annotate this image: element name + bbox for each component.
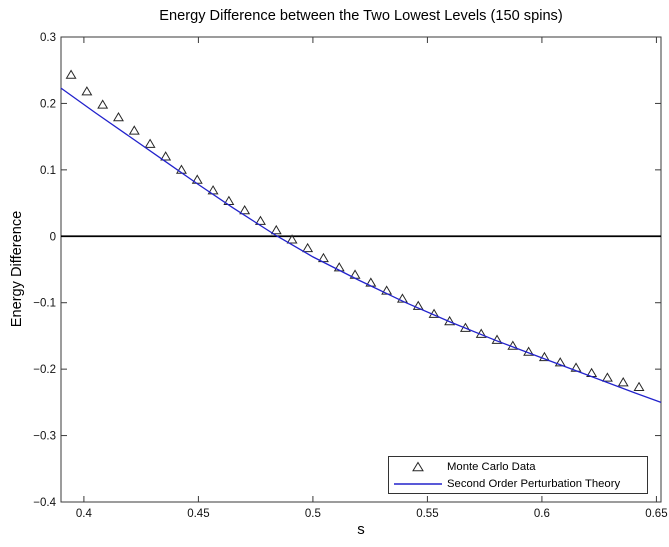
x-tick-label: 0.45 <box>187 508 209 520</box>
legend-label: Monte Carlo Data <box>447 460 536 473</box>
x-axis-label: s <box>357 521 365 538</box>
legend-label: Second Order Perturbation Theory <box>447 477 621 490</box>
y-tick-label: −0.4 <box>33 497 56 509</box>
monte-carlo-marker <box>554 357 566 367</box>
monte-carlo-marker <box>601 372 613 382</box>
monte-carlo-marker <box>113 111 124 122</box>
perturbation-theory-line <box>60 87 662 403</box>
y-tick-label: 0.3 <box>40 32 56 44</box>
blue-line-icon <box>389 482 447 486</box>
y-tick-label: −0.2 <box>33 364 56 376</box>
monte-carlo-marker <box>633 381 645 391</box>
monte-carlo-marker <box>160 151 172 161</box>
monte-carlo-marker <box>396 293 408 303</box>
monte-carlo-marker <box>65 69 77 79</box>
monte-carlo-marker <box>97 99 109 109</box>
x-tick-label: 0.6 <box>534 508 550 520</box>
y-tick-label: −0.1 <box>33 298 56 310</box>
legend: Monte Carlo Data Second Order Perturbati… <box>388 456 648 494</box>
monte-carlo-marker <box>617 377 629 387</box>
monte-carlo-marker <box>254 215 266 225</box>
y-tick-label: 0.2 <box>40 98 56 110</box>
plot-box <box>60 36 662 503</box>
y-axis-label: Energy Difference <box>9 210 25 328</box>
x-tick-label: 0.5 <box>305 508 321 520</box>
chart-title: Energy Difference between the Two Lowest… <box>159 8 563 24</box>
monte-carlo-marker <box>144 138 156 148</box>
monte-carlo-marker <box>128 125 140 135</box>
monte-carlo-marker <box>286 234 298 244</box>
y-tick-label: −0.3 <box>33 431 56 443</box>
monte-carlo-marker <box>270 224 282 235</box>
legend-entry-monte-carlo: Monte Carlo Data <box>389 459 647 475</box>
monte-carlo-marker <box>81 86 93 96</box>
x-tick-label: 0.55 <box>416 508 438 520</box>
legend-entry-perturbation: Second Order Perturbation Theory <box>389 476 647 492</box>
monte-carlo-marker <box>302 242 314 253</box>
monte-carlo-marker <box>412 300 424 310</box>
x-tick-label: 0.65 <box>645 508 667 520</box>
y-tick-label: 0 <box>50 231 56 243</box>
y-tick-label: 0.1 <box>40 165 56 177</box>
x-tick-label: 0.4 <box>76 508 93 520</box>
monte-carlo-marker <box>538 351 550 362</box>
triangle-up-icon <box>389 461 447 472</box>
monte-carlo-marker <box>239 204 251 215</box>
